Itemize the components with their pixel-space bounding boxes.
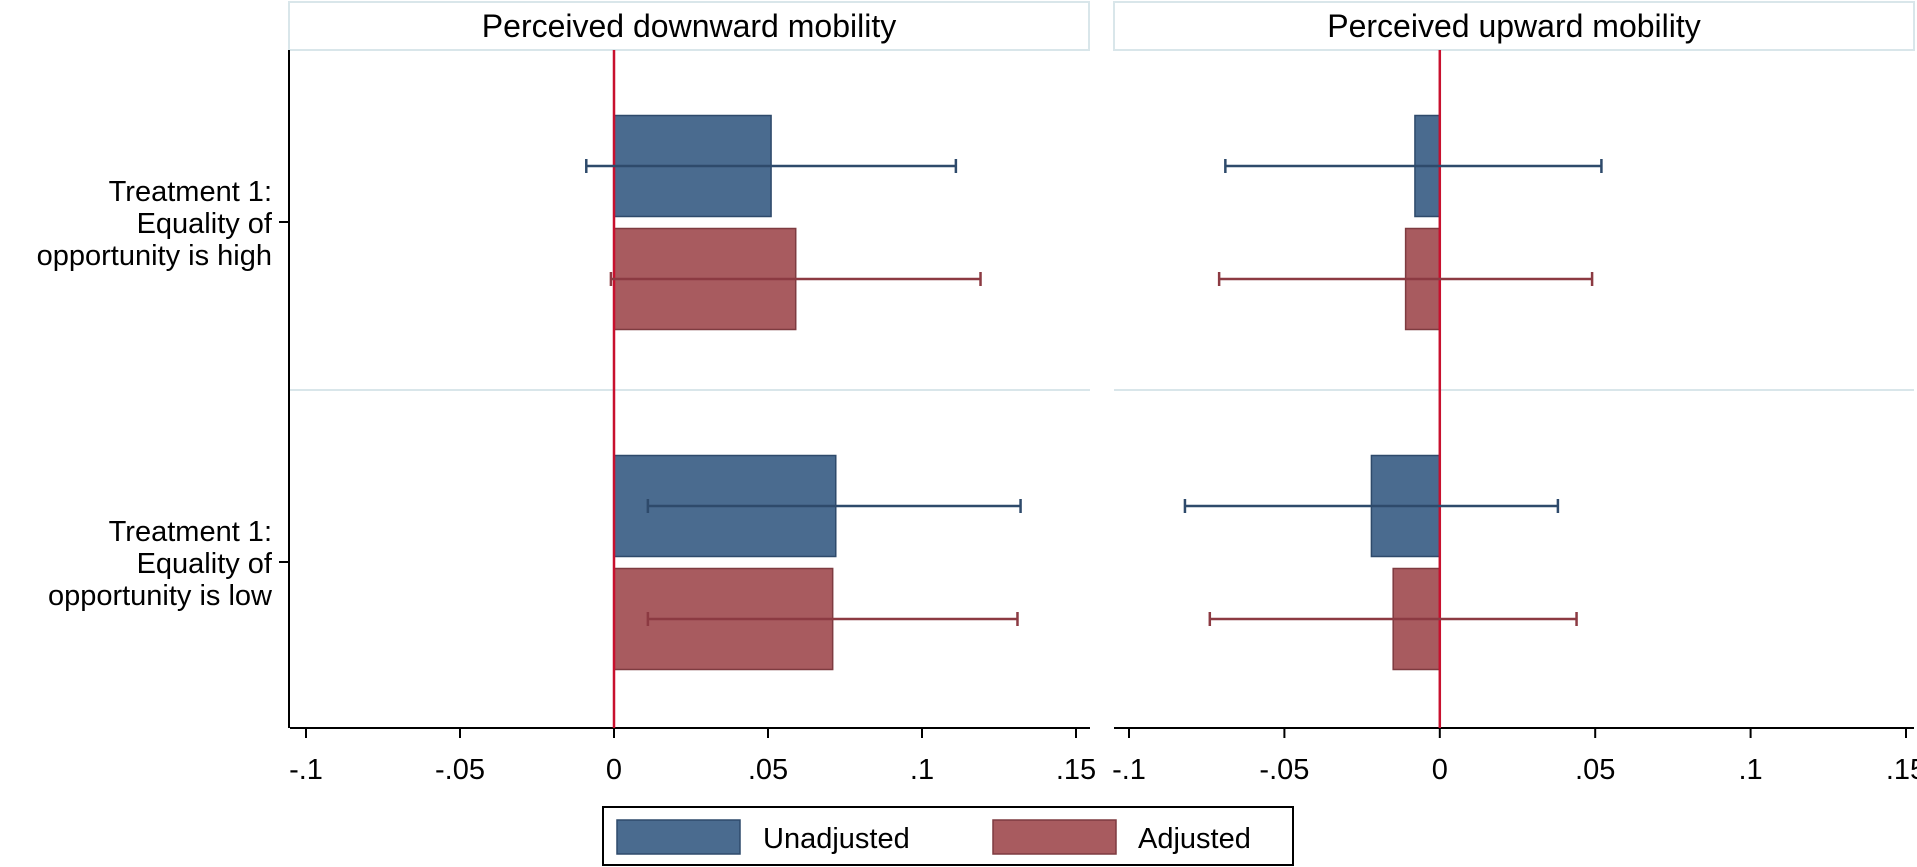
legend-label: Adjusted: [1138, 823, 1251, 855]
x-tick-label: -.1: [289, 754, 323, 786]
x-tick-label: -.05: [435, 754, 485, 786]
category-label-line: opportunity is high: [37, 240, 272, 272]
panel-downward: Perceived downward mobility -.1 -.05 0 .05 .1…: [288, 1, 1096, 786]
panel-title-box: [1113, 1, 1915, 51]
category-label: Treatment 1: Equality of opportunity is lo…: [48, 516, 273, 612]
x-tick-label: .05: [1575, 754, 1615, 786]
x-tick-label: 0: [1432, 754, 1448, 786]
x-tick-label: .1: [1739, 754, 1763, 786]
x-tick-label: .15: [1056, 754, 1096, 786]
x-tick-label: -.1: [1112, 754, 1146, 786]
x-tick-label: .1: [910, 754, 934, 786]
legend-swatch-unadjusted: [616, 819, 741, 855]
panel-title: Perceived downward mobility: [482, 8, 896, 44]
x-tick-label: .15: [1886, 754, 1917, 786]
category-label-line: Equality of: [137, 548, 273, 580]
category-label: Treatment 1: Equality of opportunity is hi…: [37, 176, 273, 272]
panel-title-box: [288, 1, 1090, 51]
panel-title: Perceived upward mobility: [1327, 8, 1701, 44]
x-tick-label: 0: [606, 754, 622, 786]
legend-label: Unadjusted: [763, 823, 910, 855]
legend-swatch-adjusted: [992, 819, 1117, 855]
category-label-line: Treatment 1:: [109, 516, 272, 548]
category-label-line: opportunity is low: [48, 580, 273, 612]
panel-upward: Perceived upward mobility -.1 -.05 0 .05 .1 .1…: [1112, 1, 1917, 786]
legend: Unadjusted Adjusted: [602, 806, 1294, 866]
x-tick-label: -.05: [1259, 754, 1309, 786]
category-label-line: Equality of: [137, 208, 273, 240]
x-tick-label: .05: [748, 754, 788, 786]
category-label-line: Treatment 1:: [109, 176, 272, 208]
